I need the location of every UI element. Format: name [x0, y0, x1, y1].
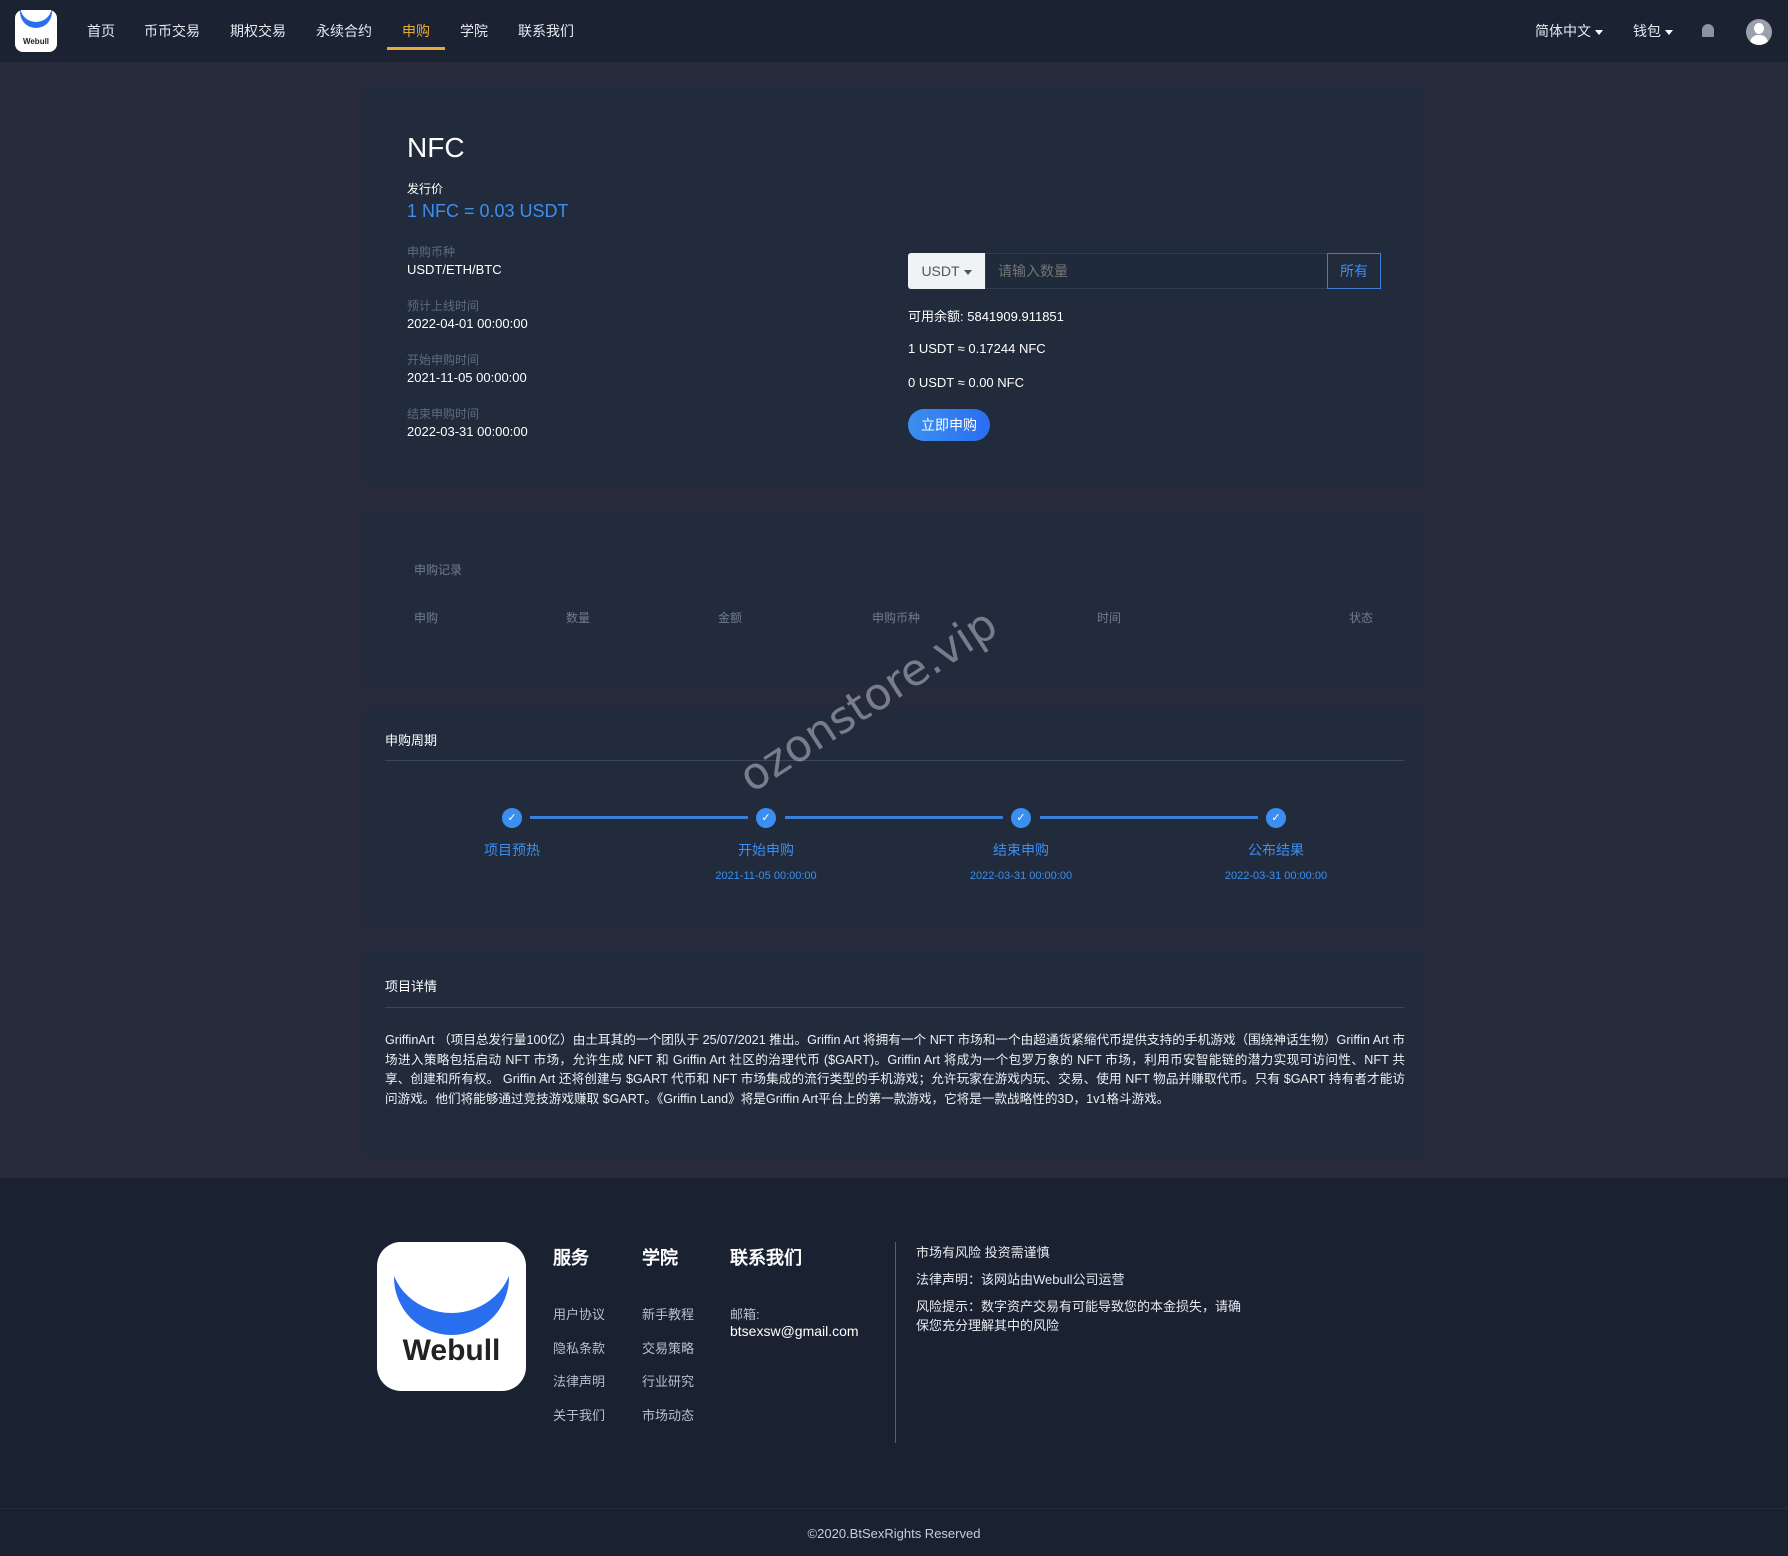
- email-link[interactable]: btsexsw@gmail.com: [730, 1323, 859, 1339]
- column-header: 数量: [566, 611, 591, 625]
- academy-heading: 学院: [642, 1248, 678, 1268]
- field-value: 2022-04-01 00:00:00: [407, 316, 528, 331]
- footer-logo: Webull: [377, 1242, 526, 1391]
- footer-link[interactable]: 新手教程: [642, 1307, 695, 1322]
- balance: 可用余额: 5841909.911851: [908, 306, 1064, 325]
- column-header: 申购币种: [872, 611, 921, 625]
- divider: [385, 760, 1404, 761]
- footer-link[interactable]: 行业研究: [642, 1374, 695, 1389]
- risk-notice: 市场有风险 投资需谨慎: [916, 1245, 1050, 1260]
- subscribe-button[interactable]: 立即申购: [908, 409, 990, 441]
- nav-options[interactable]: 期权交易: [230, 23, 286, 39]
- nav-perpetual[interactable]: 永续合约: [316, 23, 372, 39]
- column-header: 状态: [1349, 611, 1374, 625]
- column-header: 时间: [1097, 611, 1122, 625]
- step-date: 2021-11-05 00:00:00: [715, 870, 817, 882]
- exchange-rate: 1 USDT ≈ 0.17244 NFC: [908, 341, 1046, 356]
- legal-notice: 法律声明：该网站由Webull公司运营: [916, 1272, 1125, 1287]
- active-underline: [387, 47, 445, 50]
- step-date: 2022-03-31 00:00:00: [969, 870, 1073, 882]
- nav-academy[interactable]: 学院: [460, 23, 488, 39]
- footer-link[interactable]: 交易策略: [642, 1341, 695, 1356]
- step-date: 2022-03-31 00:00:00: [1224, 870, 1328, 882]
- column-header: 申购: [414, 611, 439, 625]
- field-label: 结束申购时间: [407, 407, 480, 421]
- column-header: 金额: [718, 611, 743, 625]
- caret-down-icon: [963, 269, 972, 275]
- caret-down-icon: [1665, 29, 1673, 35]
- nav-home[interactable]: 首页: [87, 23, 115, 39]
- timeline-connector: [1040, 816, 1258, 819]
- check-icon: ✓: [502, 808, 522, 828]
- records-card: [363, 510, 1425, 685]
- footer-link[interactable]: 用户协议: [553, 1307, 606, 1322]
- email-label: 邮箱:: [730, 1307, 760, 1322]
- timeline-connector: [530, 816, 748, 819]
- footer-link[interactable]: 市场动态: [642, 1408, 695, 1423]
- cycle-title: 申购周期: [385, 733, 438, 748]
- estimate: 0 USDT ≈ 0.00 NFC: [908, 375, 1024, 390]
- webull-logo[interactable]: Webull: [15, 10, 57, 52]
- records-title: 申购记录: [414, 563, 463, 577]
- field-value: 2022-03-31 00:00:00: [407, 424, 528, 439]
- field-label: 申购币种: [407, 245, 456, 259]
- step-label: 项目预热: [484, 842, 540, 858]
- risk-warning: 风险提示：数字资产交易有可能导致您的本金损失，请确保您充分理解其中的风险: [916, 1299, 1242, 1333]
- step-label: 开始申购: [738, 842, 794, 858]
- footer: [0, 1178, 1788, 1556]
- footer-divider: [895, 1242, 896, 1443]
- field-label: 开始申购时间: [407, 353, 480, 367]
- field-label: 预计上线时间: [407, 299, 480, 313]
- logo-text: Webull: [22, 37, 50, 46]
- language-dropdown[interactable]: 简体中文: [1535, 21, 1603, 41]
- nav-subscribe[interactable]: 申购: [402, 23, 430, 39]
- avatar[interactable]: [1746, 19, 1772, 45]
- currency-select[interactable]: USDT: [908, 253, 985, 289]
- timeline-connector: [785, 816, 1003, 819]
- check-icon: ✓: [1011, 808, 1031, 828]
- wallet-label: 钱包: [1633, 23, 1661, 39]
- check-icon: ✓: [1266, 808, 1286, 828]
- field-value: 2021-11-05 00:00:00: [407, 370, 527, 385]
- contact-heading: 联系我们: [730, 1248, 802, 1268]
- services-heading: 服务: [553, 1248, 589, 1268]
- copyright: ©2020.BtSexRights Reserved: [807, 1526, 981, 1541]
- bell-icon[interactable]: [1702, 24, 1714, 37]
- balance-value: 5841909.911851: [967, 309, 1064, 324]
- top-nav: Webull 首页 币币交易 期权交易 永续合约 申购 学院 联系我们 简体中文…: [0, 0, 1788, 62]
- footer-link[interactable]: 法律声明: [553, 1374, 606, 1389]
- caret-down-icon: [1595, 29, 1603, 35]
- all-button[interactable]: 所有: [1327, 253, 1381, 289]
- check-icon: ✓: [756, 808, 776, 828]
- step-label: 结束申购: [993, 842, 1049, 858]
- wallet-dropdown[interactable]: 钱包: [1633, 21, 1673, 41]
- details-text: GriffinArt （项目总发行量100亿）由土耳其的一个团队于 25/07/…: [385, 1033, 1405, 1107]
- language-label: 简体中文: [1535, 23, 1591, 39]
- nav-spot[interactable]: 币币交易: [144, 23, 200, 39]
- token-name: NFC: [407, 132, 465, 163]
- details-title: 项目详情: [385, 979, 438, 994]
- price-label: 发行价: [407, 182, 444, 196]
- details-card: [363, 950, 1425, 1155]
- field-value: USDT/ETH/BTC: [407, 262, 502, 277]
- amount-input[interactable]: [985, 253, 1328, 289]
- divider: [385, 1007, 1404, 1008]
- divider: [0, 1508, 1788, 1509]
- logo-text: Webull: [402, 1334, 501, 1367]
- nav-contact[interactable]: 联系我们: [518, 23, 574, 39]
- step-label: 公布结果: [1248, 842, 1304, 858]
- currency-label: USDT: [921, 263, 960, 279]
- footer-link[interactable]: 隐私条款: [553, 1341, 606, 1356]
- issue-price: 1 NFC = 0.03 USDT: [407, 201, 569, 221]
- balance-label: 可用余额:: [908, 309, 964, 324]
- footer-link[interactable]: 关于我们: [553, 1408, 606, 1423]
